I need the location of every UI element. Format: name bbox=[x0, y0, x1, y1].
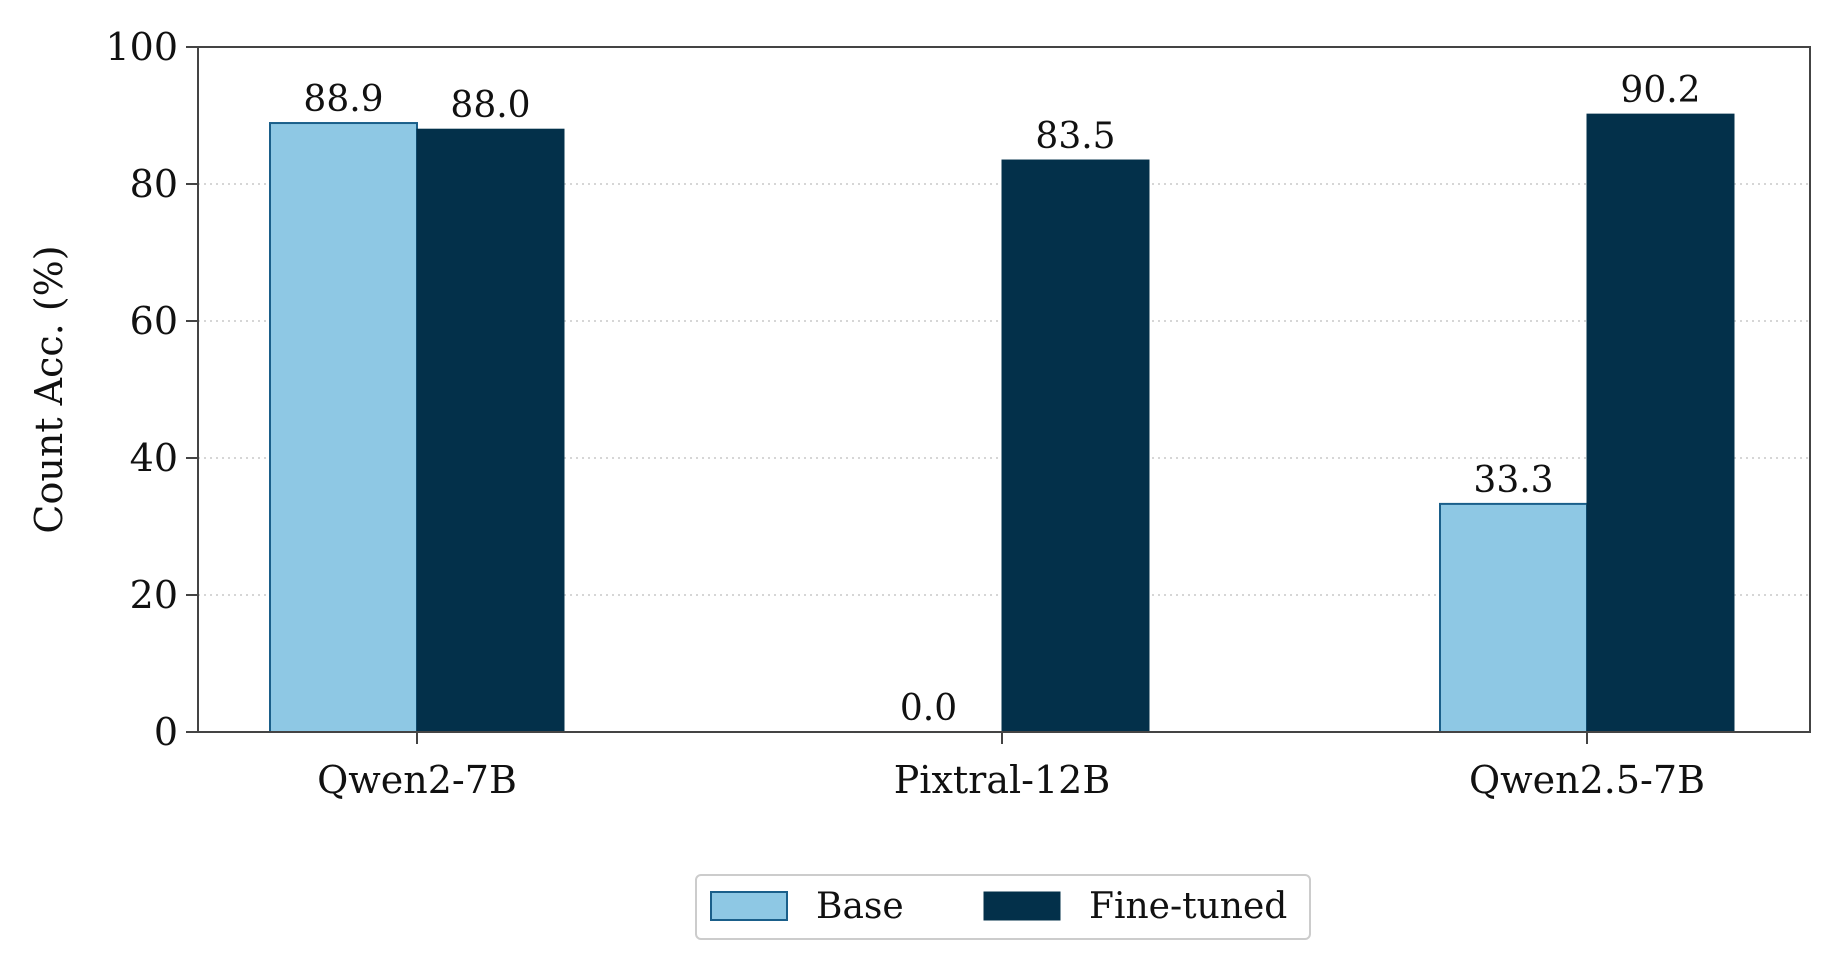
value-label: 88.0 bbox=[450, 85, 530, 126]
plot-frame bbox=[197, 46, 1811, 733]
legend-swatch-fine-tuned bbox=[983, 891, 1061, 921]
legend-label-base: Base bbox=[816, 886, 904, 927]
y-tick-label: 20 bbox=[130, 573, 178, 617]
value-labels: 88.9 88.0 0.0 83.5 33.3 90.2 bbox=[303, 70, 1700, 729]
x-tick-label: Pixtral-12B bbox=[894, 758, 1111, 802]
x-tick-label: Qwen2-7B bbox=[317, 758, 517, 802]
bar-fine-tuned-qwen2-5-7b bbox=[1586, 113, 1735, 733]
value-label: 83.5 bbox=[1035, 116, 1115, 157]
value-label: 90.2 bbox=[1620, 70, 1700, 111]
legend: Base Fine-tuned bbox=[695, 874, 1311, 940]
bar-base-qwen2-5-7b bbox=[1439, 502, 1588, 733]
y-tick-label: 0 bbox=[154, 710, 178, 754]
y-tick-label: 100 bbox=[105, 25, 178, 69]
y-tick-label: 40 bbox=[130, 436, 178, 480]
x-axis-ticks: Qwen2-7B Pixtral-12B Qwen2.5-7B bbox=[317, 732, 1705, 802]
legend-label-fine-tuned: Fine-tuned bbox=[1089, 886, 1287, 927]
value-label: 33.3 bbox=[1473, 460, 1553, 501]
bar-fine-tuned-qwen2-7b bbox=[416, 128, 565, 733]
value-label: 0.0 bbox=[900, 688, 957, 729]
bar-fine-tuned-pixtral-12b bbox=[1001, 159, 1150, 733]
y-tick-label: 80 bbox=[130, 162, 178, 206]
y-axis-ticks: 0 20 40 60 80 100 bbox=[105, 25, 198, 754]
y-axis-label: Count Acc. (%) bbox=[27, 245, 71, 533]
x-tick-label: Qwen2.5-7B bbox=[1469, 758, 1705, 802]
y-tick-label: 60 bbox=[130, 299, 178, 343]
bars bbox=[269, 113, 1735, 734]
bar-base-qwen2-7b bbox=[269, 122, 418, 734]
legend-swatch-base bbox=[710, 891, 788, 921]
value-label: 88.9 bbox=[303, 79, 383, 120]
